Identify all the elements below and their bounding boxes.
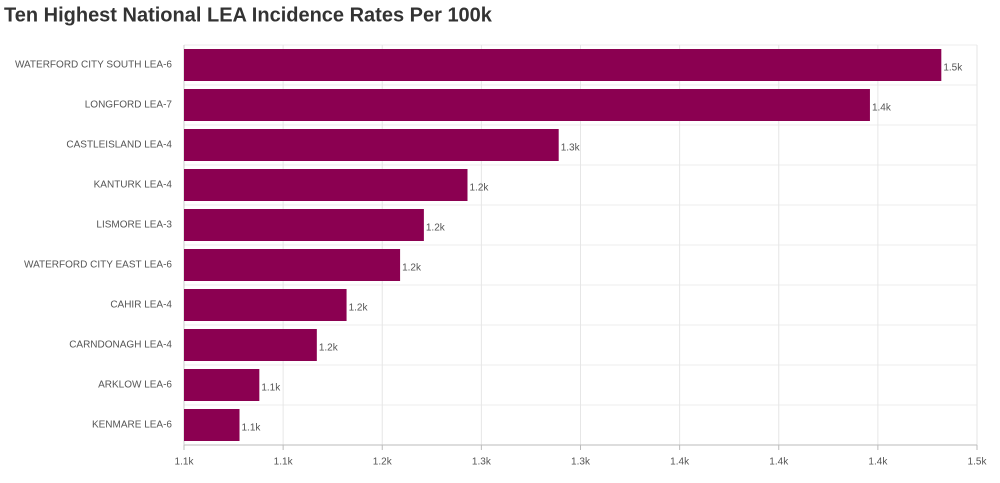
bar [184,129,559,161]
value-label: 1.4k [872,103,892,114]
value-label: 1.3k [561,143,581,154]
value-label: 1.1k [261,383,281,394]
value-label: 1.5k [943,63,963,74]
y-tick-label: WATERFORD CITY SOUTH LEA-6 [15,60,172,71]
value-label: 1.2k [349,303,369,314]
x-tick-label: 1.4k [868,457,888,468]
bar [184,289,347,321]
x-tick-label: 1.3k [472,457,492,468]
x-tick-label: 1.1k [274,457,294,468]
bar [184,89,870,121]
x-tick-label: 1.3k [571,457,591,468]
bar [184,169,468,201]
value-label: 1.2k [402,263,422,274]
x-tick-label: 1.4k [769,457,789,468]
y-tick-label: KANTURK LEA-4 [94,180,173,191]
y-tick-label: CAHIR LEA-4 [110,300,172,311]
value-label: 1.1k [242,423,262,434]
y-tick-label: LONGFORD LEA-7 [85,100,173,111]
x-tick-label: 1.5k [968,457,988,468]
value-label: 1.2k [426,223,446,234]
bar [184,329,317,361]
x-tick-label: 1.2k [373,457,393,468]
bar [184,209,424,241]
x-tick-label: 1.4k [670,457,690,468]
y-tick-label: WATERFORD CITY EAST LEA-6 [24,260,172,271]
y-tick-label: KENMARE LEA-6 [92,420,172,431]
bar [184,369,260,401]
bar [184,49,942,81]
bar [184,409,240,441]
value-label: 1.2k [469,183,489,194]
y-tick-label: CARNDONAGH LEA-4 [69,340,172,351]
value-label: 1.2k [319,343,339,354]
x-tick-label: 1.1k [175,457,195,468]
bar [184,249,401,281]
y-tick-label: CASTLEISLAND LEA-4 [66,140,172,151]
chart-title: Ten Highest National LEA Incidence Rates… [4,4,493,26]
y-tick-label: ARKLOW LEA-6 [98,380,172,391]
y-tick-label: LISMORE LEA-3 [96,220,172,231]
